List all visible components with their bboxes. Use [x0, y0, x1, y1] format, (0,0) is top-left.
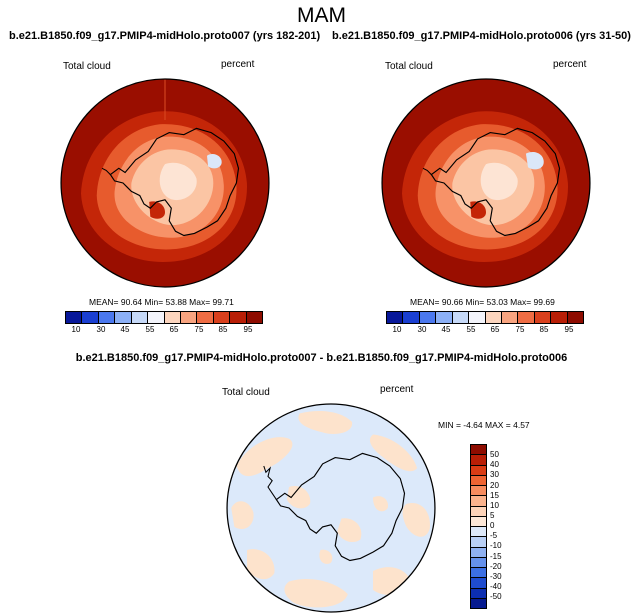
colorbar-swatch — [246, 312, 263, 323]
diff-colorbar — [470, 444, 487, 609]
colorbar-swatch — [387, 312, 404, 323]
panel2-units-label: percent — [553, 59, 587, 70]
diff-tick: 5 — [490, 511, 495, 520]
panel2-tick: 30 — [417, 325, 427, 334]
colorbar-swatch — [471, 598, 486, 608]
colorbar-swatch — [551, 312, 568, 323]
diff-tick: 0 — [490, 521, 495, 530]
panel1-tick: 45 — [120, 325, 130, 334]
panel1-stats: MEAN= 90.64 Min= 53.88 Max= 99.71 — [89, 297, 234, 307]
panel1-map — [60, 78, 270, 288]
panel2-tick: 95 — [564, 325, 574, 334]
panel2-variable-label: Total cloud — [385, 61, 433, 72]
diff-tick: 10 — [490, 501, 499, 510]
colorbar-swatch — [82, 312, 99, 323]
colorbar-swatch — [213, 312, 231, 323]
panel2-tick: 10 — [392, 325, 402, 334]
panel1-tick: 10 — [71, 325, 81, 334]
panel2-tick: 75 — [515, 325, 525, 334]
diff-variable-label: Total cloud — [222, 387, 270, 398]
panel1-variable-label: Total cloud — [63, 61, 111, 72]
panel2-tick: 45 — [441, 325, 451, 334]
colorbar-swatch — [471, 527, 486, 538]
panel1-tick: 85 — [218, 325, 228, 334]
panel1-tick: 75 — [194, 325, 204, 334]
season-title: MAM — [297, 4, 346, 27]
colorbar-swatch — [471, 537, 486, 548]
colorbar-swatch — [230, 312, 247, 323]
diff-tick: 20 — [490, 481, 499, 490]
colorbar-swatch — [471, 445, 486, 456]
panel1-title: b.e21.B1850.f09_g17.PMIP4-midHolo.proto0… — [9, 30, 321, 42]
colorbar-swatch — [66, 312, 83, 323]
diff-tick: 40 — [490, 460, 499, 469]
colorbar-swatch — [148, 312, 165, 323]
colorbar-swatch — [471, 557, 486, 568]
panel2-tick: 55 — [466, 325, 476, 334]
colorbar-swatch — [471, 568, 486, 579]
panel1-colorbar — [65, 311, 263, 324]
colorbar-swatch — [469, 312, 486, 323]
colorbar-swatch — [452, 312, 470, 323]
diff-tick: 50 — [490, 450, 499, 459]
colorbar-swatch — [180, 312, 198, 323]
panel2-tick: 65 — [490, 325, 500, 334]
panel1-units-label: percent — [221, 59, 255, 70]
colorbar-swatch — [471, 547, 486, 558]
panel1-tick: 65 — [169, 325, 179, 334]
colorbar-swatch — [98, 312, 116, 323]
colorbar-swatch — [197, 312, 214, 323]
colorbar-swatch — [471, 516, 486, 527]
diff-tick: -30 — [490, 572, 502, 581]
colorbar-swatch — [501, 312, 519, 323]
diff-tick: -40 — [490, 582, 502, 591]
diff-units-label: percent — [380, 384, 414, 395]
diff-tick: -5 — [490, 531, 498, 540]
panel2-title: b.e21.B1850.f09_g17.PMIP4-midHolo.proto0… — [332, 30, 631, 42]
colorbar-swatch — [115, 312, 132, 323]
diff-stats: MIN = -4.64 MAX = 4.57 — [438, 420, 530, 430]
colorbar-swatch — [471, 475, 486, 486]
panel2-map — [381, 78, 591, 288]
panel2-colorbar — [386, 311, 584, 324]
panel2-stats: MEAN= 90.66 Min= 53.03 Max= 99.69 — [410, 297, 555, 307]
diff-panel-title: b.e21.B1850.f09_g17.PMIP4-midHolo.proto0… — [75, 352, 568, 364]
colorbar-swatch — [471, 496, 486, 507]
panel1-tick: 30 — [96, 325, 106, 334]
diff-tick: -10 — [490, 541, 502, 550]
colorbar-swatch — [164, 312, 181, 323]
colorbar-swatch — [471, 455, 486, 466]
diff-tick: -20 — [490, 562, 502, 571]
colorbar-swatch — [534, 312, 552, 323]
panel2-tick: 85 — [539, 325, 549, 334]
colorbar-swatch — [471, 506, 486, 517]
colorbar-swatch — [485, 312, 502, 323]
colorbar-swatch — [436, 312, 453, 323]
diff-tick: -50 — [490, 592, 502, 601]
colorbar-swatch — [131, 312, 149, 323]
diff-tick: -15 — [490, 552, 502, 561]
diff-tick: 15 — [490, 491, 499, 500]
colorbar-swatch — [567, 312, 584, 323]
colorbar-swatch — [471, 465, 486, 476]
panel1-tick: 95 — [243, 325, 253, 334]
colorbar-swatch — [403, 312, 420, 323]
colorbar-swatch — [518, 312, 535, 323]
colorbar-swatch — [471, 578, 486, 589]
diff-map — [226, 403, 436, 613]
colorbar-swatch — [419, 312, 437, 323]
colorbar-swatch — [471, 486, 486, 497]
panel1-tick: 55 — [145, 325, 155, 334]
diff-tick: 30 — [490, 470, 499, 479]
colorbar-swatch — [471, 588, 486, 599]
